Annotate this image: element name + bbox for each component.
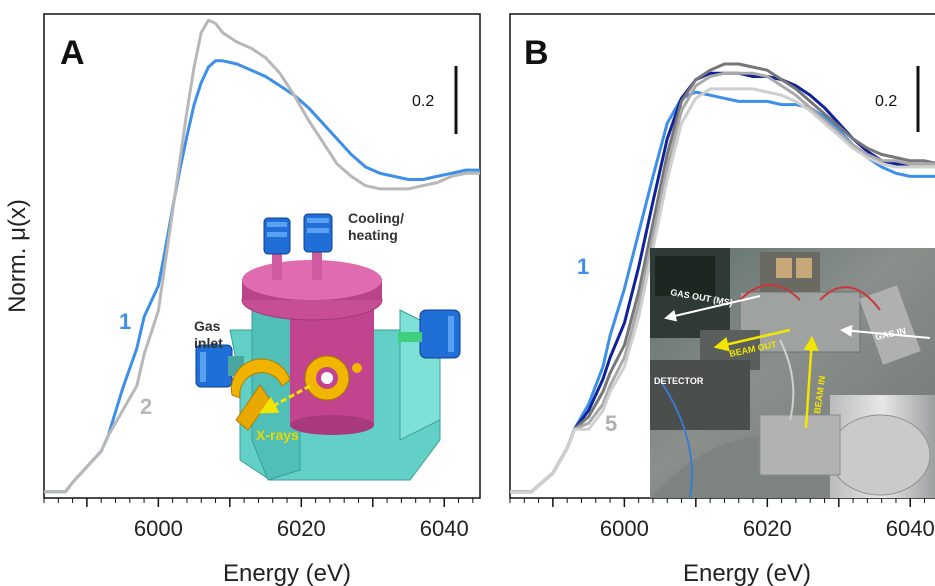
panel-a-scale-label: 0.2 [412,93,434,110]
y-axis-title: Norm. μ(x) [4,199,31,313]
inset-label-cooling: Cooling/ [348,210,404,226]
panel-b-tick-label-6040: 6040 [886,516,935,541]
panel-a-series-1-line [44,59,480,494]
inset-label-heating: heating [348,227,398,243]
panel-b-tick-label-6020: 6020 [743,516,792,541]
panel-a-series [44,18,480,494]
panel-b-label-1: 1 [577,254,589,279]
panel-a-tick-label-6000: 6000 [134,516,183,541]
panel-b-tick-label-6000: 6000 [600,516,649,541]
panel-b-series-4-line [510,71,935,494]
panel-b-letter: B [524,34,549,72]
panel-a-tick-label-6040: 6040 [420,516,469,541]
panel-a-label-2: 2 [140,394,152,419]
inset-label-gas: Gas [194,318,221,334]
panel-b-label-5: 5 [605,411,617,436]
panel-a-inset-cell [195,213,461,481]
panel-a: 6000 6020 6040 A 0.2 1 2 [43,13,481,541]
panel-a-label-1: 1 [119,309,131,334]
photo-label-detector: DETECTOR [654,376,704,386]
panel-a-frame [43,13,481,499]
panel-b-scale-label: 0.2 [875,93,897,110]
panel-b-ticks: 6000 6020 6040 [509,498,935,541]
panel-a-x-axis-title: Energy (eV) [223,560,351,586]
panel-b-series-3-line [510,62,935,494]
panel-a-tick-label-6020: 6020 [277,516,326,541]
inset-label-inlet: inlet [194,335,223,351]
panel-a-letter: A [60,34,85,72]
panel-b: 6000 6020 6040 B 0.2 1 5 [509,13,935,541]
panel-a-ticks: 6000 6020 6040 [43,498,474,541]
inset-label-xrays: X-rays [256,427,299,443]
panel-b-series-5-line [510,87,935,494]
panel-b-inset-photo [650,248,935,499]
panel-a-series-2-line [44,18,480,494]
panel-b-series [510,62,935,494]
panel-b-x-axis-title: Energy (eV) [683,560,811,586]
